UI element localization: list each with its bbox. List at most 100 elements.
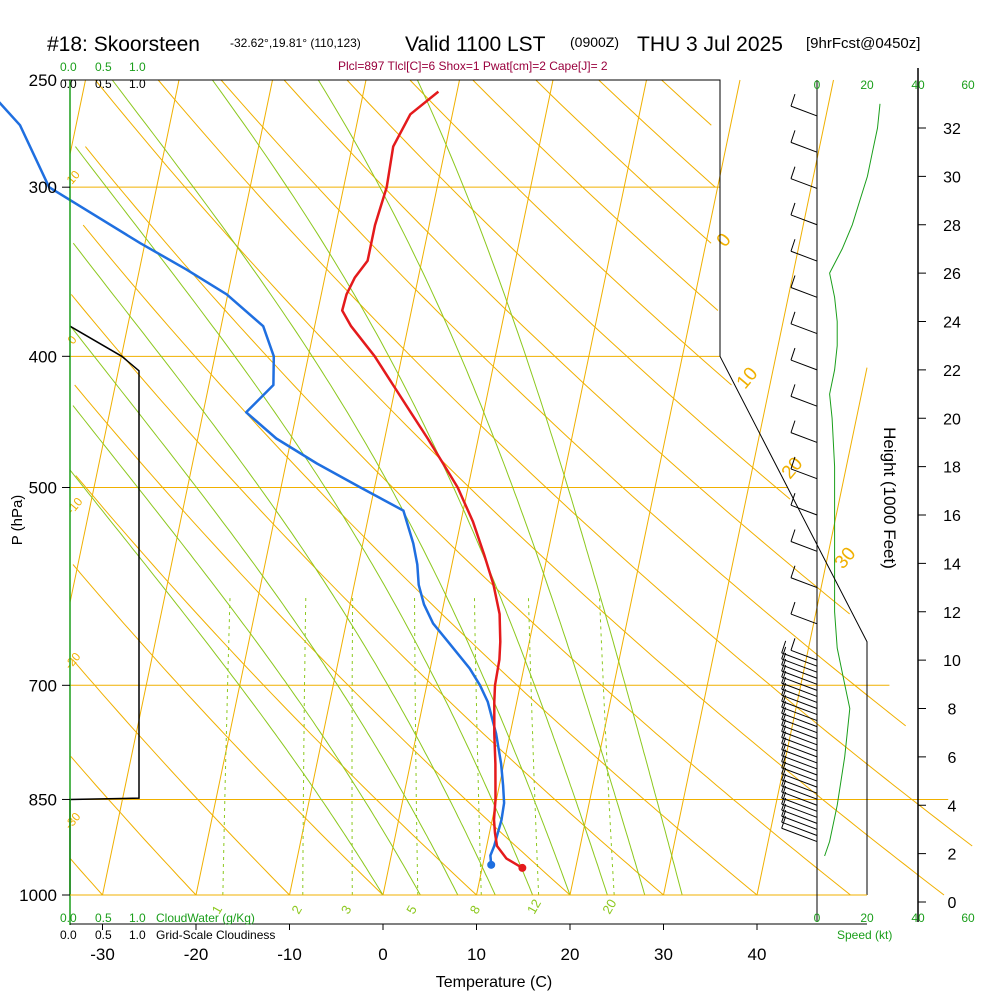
isotherm-30: [663, 79, 834, 896]
forecast-date: THU 3 Jul 2025: [637, 33, 783, 56]
station-coords: -32.62°,19.81° (110,123): [230, 36, 361, 50]
height-tick-label-9: 18: [943, 460, 961, 477]
profile-layer: [0, 90, 527, 872]
moist-adiabat-12-0: [72, 242, 496, 896]
wind-barb-flag: [781, 731, 787, 744]
cloudiness-tick-top-1: 0.5: [95, 77, 112, 91]
moist-adiabat-28-0: [317, 79, 646, 896]
mixing-ratio-label-4: 8: [467, 903, 484, 917]
wind-barb-shaft: [781, 700, 818, 716]
wind-barb-shaft: [790, 287, 818, 298]
wind-barb-flag: [781, 779, 787, 793]
axes-layer: -30 -20 -10 0 10 20 30 402503004005007008501000…: [19, 68, 975, 964]
mixing-ratio-label-1: 2: [288, 903, 305, 917]
wind-barb-shaft: [781, 706, 818, 722]
cloudwater-tick-bottom-0: 0.0: [60, 911, 77, 925]
cloudwater-tick-top-2: 1.0: [129, 60, 146, 74]
cloudwater-tick-bottom-2: 1.0: [129, 911, 146, 925]
wind-barb-shaft: [781, 761, 818, 776]
dry-adiabat-70-0: [157, 79, 973, 847]
wind-barb-flag: [781, 713, 787, 726]
speed-tick-top-3: 60: [961, 78, 975, 92]
wind-barb-flag: [790, 601, 796, 615]
dry-adiabat-0-0: [72, 564, 384, 896]
p-tick-label-4: 700: [29, 676, 57, 695]
wind-barb-flag: [781, 658, 787, 672]
mixing-ratio-1-0: [222, 594, 231, 896]
dewpoint-point-0: [487, 860, 496, 869]
cloudiness-tick-top-0: 0.0: [60, 77, 77, 91]
wind-barb-flag: [790, 638, 796, 651]
wind-barb-flag: [790, 384, 796, 397]
x-tick-label-5: 20: [561, 945, 580, 964]
wind-barb-flag: [790, 275, 796, 288]
dry-adiabat-150-0: [661, 79, 712, 126]
station-title: #18: Skoorsteen: [47, 33, 200, 56]
mixing-ratio-label-2: 3: [338, 903, 355, 917]
wind-barb-shaft: [781, 737, 818, 752]
wind-barb-flag: [781, 695, 787, 708]
wind-barb-shaft: [781, 676, 818, 691]
valid-time: Valid 1100 LST: [405, 33, 546, 56]
wind-barb-shaft: [790, 577, 818, 589]
wind-barb-flag: [781, 797, 787, 811]
wind-barb-flag: [790, 565, 796, 578]
height-tick-label-0: 0: [948, 895, 957, 912]
cloudwater-label: CloudWater (g/Kg): [156, 911, 255, 925]
x-tick-label-3: 0: [378, 945, 387, 964]
dry-adiabat-label-5: 0: [713, 230, 736, 252]
height-axis-title: Height (1000 Feet): [880, 427, 899, 569]
p-tick-label-6: 1000: [19, 886, 57, 905]
isotherm--30: [102, 79, 273, 896]
wind-barb-shaft: [781, 731, 818, 746]
speed-tick-bottom-3: 60: [961, 911, 975, 925]
wind-barb-flag: [781, 761, 787, 774]
wind-barb-flag: [781, 755, 787, 768]
wind-barb-shaft: [790, 541, 818, 552]
wind-barb-shaft: [781, 755, 818, 770]
x-tick-label-6: 30: [654, 945, 673, 964]
height-tick-label-3: 6: [948, 750, 957, 767]
wind-barb-flag: [790, 347, 796, 361]
height-tick-label-5: 10: [943, 653, 961, 670]
wind-barb-flag: [781, 810, 787, 823]
dry-adiabat-140-0: [598, 79, 716, 188]
isotherm--50: [69, 79, 86, 155]
dry-adiabat-110-0: [409, 79, 732, 386]
wind-barb-flag: [781, 652, 787, 666]
dry-adiabat-50-0: [85, 146, 851, 896]
mixing-ratio-3-0: [351, 594, 354, 895]
wind-barb-shaft: [781, 803, 818, 818]
y-axis-title: P (hPa): [9, 495, 26, 546]
wind-barb-flag: [790, 130, 796, 143]
height-tick-label-15: 30: [943, 169, 961, 186]
cloudiness-line: [69, 325, 140, 895]
p-tick-label-0: 250: [29, 71, 57, 90]
speed-tick-bottom-0: 0: [814, 911, 821, 925]
wind-barb-flag: [781, 701, 787, 714]
wind-barb-shaft: [781, 785, 818, 800]
wind-barb-shaft: [781, 809, 818, 824]
wind-barb-flag: [790, 166, 796, 179]
p-tick-label-3: 500: [29, 479, 57, 498]
speed-tick-bottom-2: 40: [911, 911, 925, 925]
height-tick-label-2: 4: [948, 798, 957, 815]
mixing-ratio-20-0: [598, 594, 615, 896]
wind-barb-shaft: [781, 821, 818, 836]
height-tick-label-16: 32: [943, 121, 961, 138]
temperature-line: [340, 90, 524, 869]
height-tick-label-8: 16: [943, 508, 961, 525]
isotherm-0: [382, 79, 554, 896]
wind-barb-shaft: [790, 250, 818, 262]
wind-barb-shaft: [790, 649, 818, 661]
speed-tick-bottom-1: 20: [860, 911, 874, 925]
wind-barb-shaft: [790, 504, 818, 516]
moist-adiabat-20-0: [111, 79, 571, 896]
temperature-point-0: [518, 863, 527, 872]
dry-adiabat-60-0: [94, 79, 945, 896]
cloudwater-tick-bottom-1: 0.5: [95, 911, 112, 925]
isotherm--10: [289, 79, 460, 896]
speed-tick-top-0: 0: [814, 78, 821, 92]
mixing-ratio-5-0: [414, 594, 419, 896]
